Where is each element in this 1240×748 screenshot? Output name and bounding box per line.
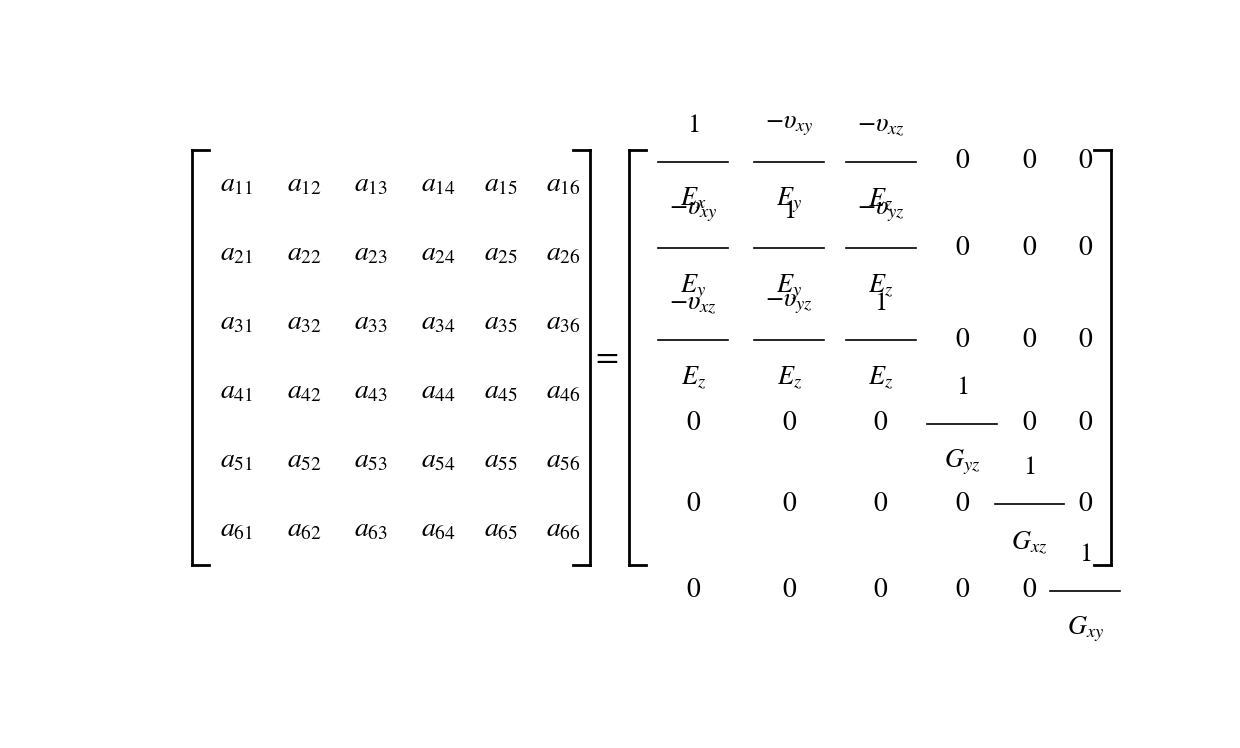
Text: $a_{34}$: $a_{34}$ xyxy=(422,310,456,335)
Text: $a_{14}$: $a_{14}$ xyxy=(422,173,456,197)
Text: $a_{22}$: $a_{22}$ xyxy=(286,242,321,266)
Text: $0$: $0$ xyxy=(781,492,797,517)
Text: $0$: $0$ xyxy=(873,411,888,436)
Text: $a_{42}$: $a_{42}$ xyxy=(286,380,321,405)
Text: $a_{11}$: $a_{11}$ xyxy=(219,173,253,197)
Text: $a_{46}$: $a_{46}$ xyxy=(546,380,580,405)
Text: $a_{12}$: $a_{12}$ xyxy=(286,173,321,197)
Text: $0$: $0$ xyxy=(1022,411,1037,436)
Text: $E_z$: $E_z$ xyxy=(868,272,893,299)
Text: $G_{yz}$: $G_{yz}$ xyxy=(944,448,981,477)
Text: $E_z$: $E_z$ xyxy=(776,364,802,391)
Text: $E_x$: $E_x$ xyxy=(680,186,707,212)
Text: $a_{13}$: $a_{13}$ xyxy=(355,173,388,197)
Text: $a_{64}$: $a_{64}$ xyxy=(422,518,456,543)
Text: $a_{15}$: $a_{15}$ xyxy=(484,173,518,197)
Text: $a_{31}$: $a_{31}$ xyxy=(219,310,253,335)
Text: $a_{16}$: $a_{16}$ xyxy=(546,173,580,197)
Text: $a_{26}$: $a_{26}$ xyxy=(546,242,580,266)
Text: $a_{43}$: $a_{43}$ xyxy=(355,380,388,405)
Text: $a_{44}$: $a_{44}$ xyxy=(422,380,456,405)
Text: $0$: $0$ xyxy=(1078,236,1092,261)
Text: $1$: $1$ xyxy=(956,375,968,399)
Text: $1$: $1$ xyxy=(687,114,699,138)
Text: $a_{63}$: $a_{63}$ xyxy=(355,518,388,543)
Text: $1$: $1$ xyxy=(874,292,887,316)
Text: $E_y$: $E_y$ xyxy=(681,272,706,301)
Text: $a_{45}$: $a_{45}$ xyxy=(484,380,518,405)
Text: $a_{21}$: $a_{21}$ xyxy=(219,242,253,266)
Text: $0$: $0$ xyxy=(1078,411,1092,436)
Text: $a_{52}$: $a_{52}$ xyxy=(286,449,321,473)
Text: $0$: $0$ xyxy=(781,411,797,436)
Text: $0$: $0$ xyxy=(1022,578,1037,604)
Text: $0$: $0$ xyxy=(1022,328,1037,353)
Text: $-\upsilon_{xy}$: $-\upsilon_{xy}$ xyxy=(668,199,718,224)
Text: $a_{56}$: $a_{56}$ xyxy=(546,449,580,473)
Text: $1$: $1$ xyxy=(1023,456,1035,480)
Text: $a_{61}$: $a_{61}$ xyxy=(219,518,253,543)
Text: $0$: $0$ xyxy=(1022,149,1037,174)
Text: $E_z$: $E_z$ xyxy=(868,186,893,213)
Text: $0$: $0$ xyxy=(873,578,888,604)
Text: $0$: $0$ xyxy=(955,149,970,174)
Text: $a_{65}$: $a_{65}$ xyxy=(484,518,518,543)
Text: $0$: $0$ xyxy=(686,411,701,436)
Text: $0$: $0$ xyxy=(1022,236,1037,261)
Text: $0$: $0$ xyxy=(955,492,970,517)
Text: $E_y$: $E_y$ xyxy=(776,186,802,215)
Text: $E_z$: $E_z$ xyxy=(681,364,706,391)
Text: $a_{32}$: $a_{32}$ xyxy=(286,310,321,335)
Text: $a_{54}$: $a_{54}$ xyxy=(422,449,456,473)
Text: $=$: $=$ xyxy=(590,343,619,373)
Text: $-\upsilon_{yz}$: $-\upsilon_{yz}$ xyxy=(857,199,904,224)
Text: $0$: $0$ xyxy=(1078,149,1092,174)
Text: $a_{23}$: $a_{23}$ xyxy=(355,242,388,266)
Text: $-\upsilon_{yz}$: $-\upsilon_{yz}$ xyxy=(765,292,813,316)
Text: $a_{55}$: $a_{55}$ xyxy=(484,449,518,473)
Text: $E_z$: $E_z$ xyxy=(868,364,893,391)
Text: $E_y$: $E_y$ xyxy=(776,272,802,301)
Text: $1$: $1$ xyxy=(784,200,795,224)
Text: $0$: $0$ xyxy=(955,236,970,261)
Text: $1$: $1$ xyxy=(1079,542,1091,567)
Text: $0$: $0$ xyxy=(955,328,970,353)
Text: $a_{25}$: $a_{25}$ xyxy=(484,242,518,266)
Text: $-\upsilon_{xz}$: $-\upsilon_{xz}$ xyxy=(670,292,717,316)
Text: $a_{53}$: $a_{53}$ xyxy=(355,449,388,473)
Text: $a_{41}$: $a_{41}$ xyxy=(219,380,253,405)
Text: $0$: $0$ xyxy=(781,578,797,604)
Text: $G_{xy}$: $G_{xy}$ xyxy=(1066,615,1104,645)
Text: $0$: $0$ xyxy=(873,492,888,517)
Text: $a_{36}$: $a_{36}$ xyxy=(546,310,580,335)
Text: $0$: $0$ xyxy=(1078,328,1092,353)
Text: $a_{35}$: $a_{35}$ xyxy=(484,310,518,335)
Text: $0$: $0$ xyxy=(1078,492,1092,517)
Text: $a_{33}$: $a_{33}$ xyxy=(355,310,388,335)
Text: $a_{51}$: $a_{51}$ xyxy=(219,449,253,473)
Text: $a_{24}$: $a_{24}$ xyxy=(422,242,456,266)
Text: $-\upsilon_{xy}$: $-\upsilon_{xy}$ xyxy=(765,113,813,138)
Text: $a_{62}$: $a_{62}$ xyxy=(286,518,321,543)
Text: $0$: $0$ xyxy=(686,578,701,604)
Text: $0$: $0$ xyxy=(955,578,970,604)
Text: $0$: $0$ xyxy=(686,492,701,517)
Text: $a_{66}$: $a_{66}$ xyxy=(546,518,580,543)
Text: $G_{xz}$: $G_{xz}$ xyxy=(1012,529,1048,556)
Text: $-\upsilon_{xz}$: $-\upsilon_{xz}$ xyxy=(857,113,904,138)
